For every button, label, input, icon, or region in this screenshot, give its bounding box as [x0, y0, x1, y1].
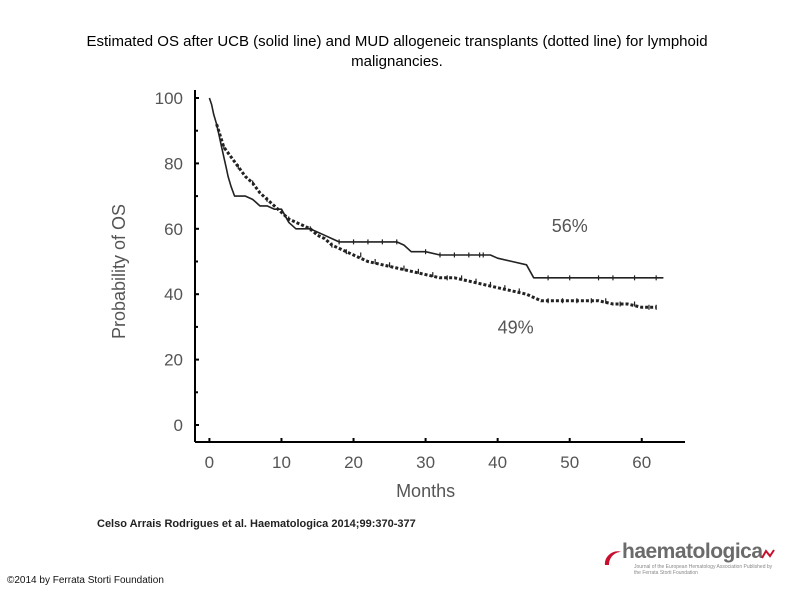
logo-name: haematologica [622, 540, 763, 563]
chart-labels: Months Probability of OS 56% 49% [109, 204, 588, 501]
copyright: ©2014 by Ferrata Storti Foundation [7, 575, 164, 586]
x-tick-label-0: 0 [205, 453, 214, 472]
y-axis-label: Probability of OS [109, 204, 129, 339]
logo-subtitle: Journal of the European Hematology Assoc… [634, 564, 773, 576]
y-tick-label-0: 0 [174, 416, 183, 435]
haematologica-logo: haematologica Journal of the European He… [600, 540, 780, 580]
citation: Celso Arrais Rodrigues et al. Haematolog… [97, 518, 416, 530]
x-tick-label-40: 40 [488, 453, 507, 472]
y-tick-label-60: 60 [164, 220, 183, 239]
logo-emblem-icon [761, 549, 775, 559]
x-tick-label-50: 50 [560, 453, 579, 472]
chart-ticks: 0 20 40 60 80 100 0 10 20 30 40 50 60 [155, 89, 652, 472]
x-tick-label-30: 30 [416, 453, 435, 472]
chart-series [208, 97, 664, 310]
title-line-2: malignancies. [351, 53, 443, 70]
annotation-0: 56% [552, 216, 588, 236]
y-tick-label-20: 20 [164, 351, 183, 370]
y-tick-label-40: 40 [164, 285, 183, 304]
annotation-1: 49% [498, 317, 534, 337]
series-ucb-line [208, 97, 664, 279]
x-tick-label-10: 10 [272, 453, 291, 472]
chart-axes [194, 90, 685, 443]
y-tick-label-80: 80 [164, 154, 183, 173]
x-axis-label: Months [396, 481, 455, 501]
x-tick-label-60: 60 [632, 453, 651, 472]
title-line-1: Estimated OS after UCB (solid line) and … [86, 33, 708, 50]
x-tick-label-20: 20 [344, 453, 363, 472]
survival-chart: 0 20 40 60 80 100 0 10 20 30 40 50 60 Months Probabil… [109, 89, 685, 501]
chart-title: Estimated OS after UCB (solid line) and … [20, 32, 774, 72]
logo-mark-icon [604, 551, 621, 565]
y-tick-label-100: 100 [155, 89, 183, 108]
series-mud-line [215, 123, 657, 309]
